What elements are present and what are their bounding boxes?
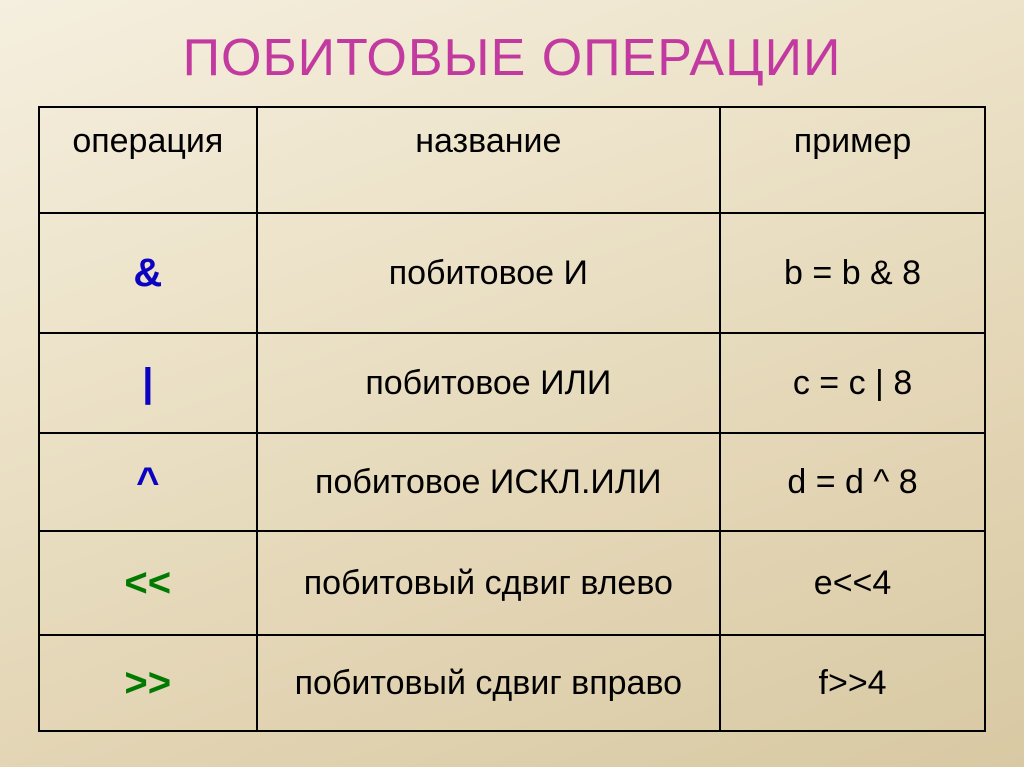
op-symbol: >> <box>39 635 257 731</box>
table-row: << побитовый сдвиг влево e<<4 <box>39 531 985 635</box>
op-name: побитовое И <box>257 213 721 333</box>
op-example: f>>4 <box>720 635 985 731</box>
bitwise-ops-table: операция название пример & побитовое И b… <box>38 106 986 732</box>
op-symbol: << <box>39 531 257 635</box>
op-example: c = c | 8 <box>720 333 985 433</box>
op-name: побитовый сдвиг вправо <box>257 635 721 731</box>
op-name: побитовое ИСКЛ.ИЛИ <box>257 433 721 531</box>
table-row: ^ побитовое ИСКЛ.ИЛИ d = d ^ 8 <box>39 433 985 531</box>
col-header-example: пример <box>720 107 985 213</box>
op-example: b = b & 8 <box>720 213 985 333</box>
table-row: & побитовое И b = b & 8 <box>39 213 985 333</box>
table-header-row: операция название пример <box>39 107 985 213</box>
op-symbol: | <box>39 333 257 433</box>
col-header-op: операция <box>39 107 257 213</box>
op-name: побитовое ИЛИ <box>257 333 721 433</box>
table-row: | побитовое ИЛИ c = c | 8 <box>39 333 985 433</box>
op-example: e<<4 <box>720 531 985 635</box>
col-header-name: название <box>257 107 721 213</box>
op-example: d = d ^ 8 <box>720 433 985 531</box>
op-symbol: ^ <box>39 433 257 531</box>
op-name: побитовый сдвиг влево <box>257 531 721 635</box>
table-row: >> побитовый сдвиг вправо f>>4 <box>39 635 985 731</box>
page-title: ПОБИТОВЫЕ ОПЕРАЦИИ <box>38 28 986 88</box>
op-symbol: & <box>39 213 257 333</box>
